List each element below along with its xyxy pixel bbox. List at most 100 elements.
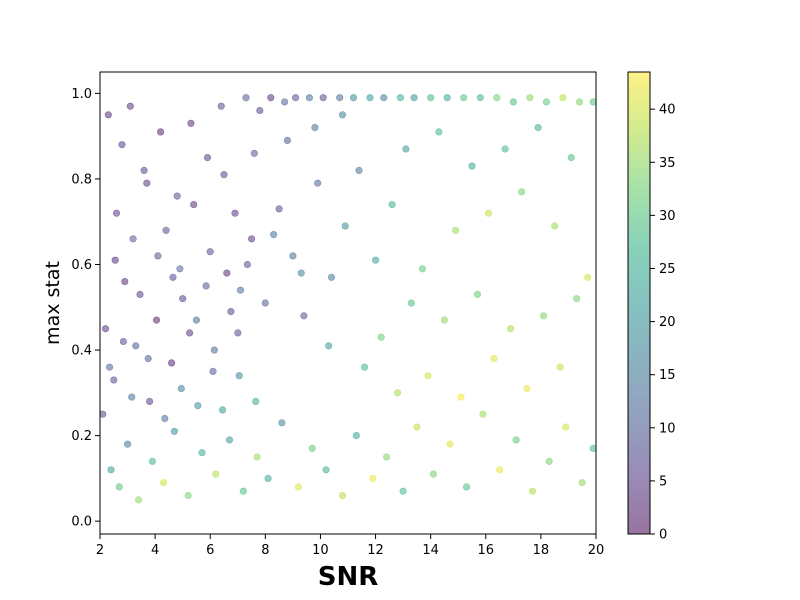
colorbar-tick-label: 40: [659, 103, 676, 118]
data-point: [219, 406, 227, 414]
data-point: [173, 192, 181, 200]
data-point: [451, 226, 460, 234]
data-point: [388, 201, 396, 209]
data-point: [210, 346, 218, 354]
x-tick-label: 14: [422, 543, 439, 558]
data-point: [250, 149, 258, 157]
data-point: [435, 128, 443, 136]
data-point: [460, 94, 468, 102]
data-point: [352, 432, 360, 440]
data-point: [126, 102, 134, 110]
data-point: [479, 410, 487, 418]
data-point: [168, 359, 176, 367]
x-tick-label: 12: [367, 543, 384, 558]
data-point: [369, 474, 377, 483]
data-point: [239, 487, 247, 495]
data-point: [539, 312, 548, 320]
data-point: [136, 290, 144, 299]
data-point: [523, 385, 531, 393]
data-point: [573, 295, 581, 303]
data-point: [517, 188, 526, 196]
data-point: [292, 94, 300, 102]
colorbar: 0 5 10 15 20 25 30 35 40: [627, 71, 676, 543]
data-point: [399, 487, 407, 495]
data-point: [534, 123, 542, 132]
data-point: [190, 201, 198, 209]
data-point: [231, 209, 239, 217]
data-point: [338, 111, 347, 119]
data-point: [143, 179, 151, 187]
colorbar-gradient: [628, 72, 650, 534]
data-point: [410, 94, 418, 102]
data-point: [225, 436, 234, 444]
data-point: [476, 94, 484, 102]
colorbar-tick-label: 30: [659, 209, 676, 224]
y-tick-label: 0.0: [71, 515, 92, 530]
y-tick-label: 0.6: [71, 258, 92, 273]
data-point: [512, 436, 520, 444]
data-point: [242, 94, 250, 102]
data-point: [297, 269, 305, 277]
data-point: [252, 397, 260, 406]
data-point: [490, 355, 498, 363]
data-point: [100, 410, 107, 418]
data-point: [157, 128, 165, 136]
x-axis-label: SNR: [318, 562, 379, 592]
data-point: [123, 440, 132, 448]
data-point: [227, 308, 235, 316]
data-point: [140, 166, 148, 174]
data-point: [578, 479, 586, 487]
data-point: [341, 222, 349, 230]
data-point: [493, 94, 501, 102]
data-point: [289, 252, 297, 260]
data-point: [338, 491, 347, 500]
y-axis: 0.0 0.2 0.4 0.6 0.8 1.0: [71, 87, 100, 530]
data-point: [129, 235, 137, 243]
data-point: [383, 453, 391, 461]
data-point: [146, 397, 154, 406]
colorbar-frame: [627, 71, 651, 535]
data-point: [556, 363, 564, 371]
data-point: [462, 483, 471, 491]
data-point: [110, 376, 118, 384]
y-axis-label: max stat: [42, 261, 64, 345]
data-point: [584, 273, 592, 281]
data-point: [473, 290, 482, 299]
colorbar-ticks: 0 5 10 15 20 25 30 35 40: [650, 103, 676, 543]
data-point: [135, 496, 143, 504]
data-point: [443, 94, 451, 102]
data-point: [526, 94, 534, 102]
data-point: [336, 94, 344, 102]
data-point: [440, 316, 449, 324]
data-point: [154, 252, 162, 260]
data-point: [407, 299, 416, 307]
colorbar-tick-label: 20: [659, 315, 676, 330]
data-point: [349, 94, 358, 102]
data-point: [187, 119, 195, 127]
data-point: [567, 154, 575, 162]
data-point: [413, 423, 421, 431]
data-point: [496, 466, 504, 474]
data-point: [314, 179, 322, 187]
data-point: [372, 256, 380, 264]
data-point: [148, 457, 156, 465]
data-point: [161, 414, 169, 423]
data-point: [589, 98, 596, 106]
data-point: [119, 337, 127, 346]
x-tick-label: 6: [206, 543, 214, 558]
data-point: [281, 98, 289, 106]
data-point: [234, 329, 242, 337]
data-point: [457, 393, 465, 401]
colorbar-tick-label: 15: [659, 368, 676, 383]
data-point: [217, 102, 225, 110]
data-point: [305, 94, 314, 102]
data-point: [360, 363, 369, 371]
data-point: [559, 94, 567, 102]
colorbar-tick-label: 35: [659, 156, 676, 171]
data-point: [243, 260, 251, 269]
data-point: [366, 94, 374, 102]
data-point: [325, 342, 333, 350]
data-point: [256, 106, 264, 115]
data-point: [427, 94, 435, 102]
